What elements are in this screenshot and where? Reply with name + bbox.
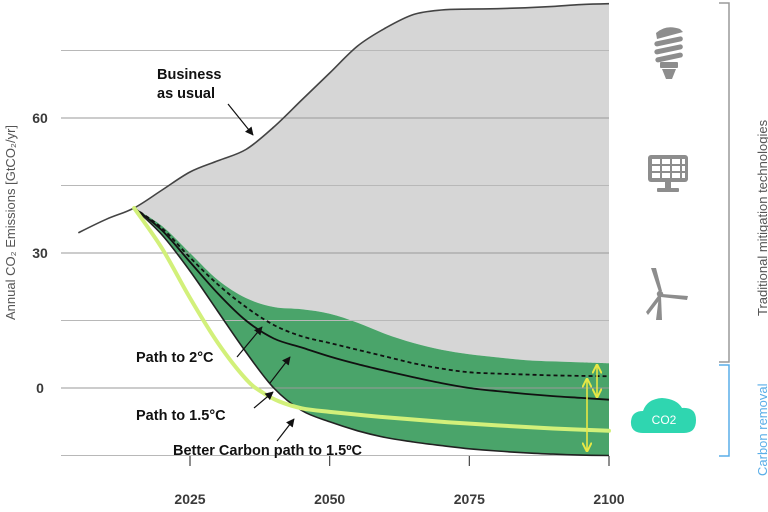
bau-area [134, 4, 609, 364]
y-tick-label-60: 60 [32, 110, 48, 126]
cloud-icon: CO2 [631, 398, 696, 433]
solar-panel-icon [648, 155, 688, 192]
label-carbon-removal: Carbon removal [755, 383, 768, 476]
bracket-carbon-removal [719, 365, 729, 456]
y-tick-label-0: 0 [36, 380, 44, 396]
cloud-badge-label: CO2 [652, 413, 677, 427]
arrow-better-carbon [277, 419, 294, 441]
y-tick-label-30: 30 [32, 245, 48, 261]
lightbulb-icon [654, 27, 683, 79]
annotation-2c: Path to 2°C [136, 350, 214, 366]
annotation-better-carbon: Better Carbon path to 1.5ºC [173, 443, 363, 459]
label-traditional-mitigation: Traditional mitigation technologies [755, 119, 768, 316]
x-tick-label-2050: 2050 [314, 491, 345, 507]
y-axis-label: Annual CO₂ Emissions [GtCO₂/yr] [3, 125, 18, 320]
annotation-bau-line2: as usual [157, 86, 215, 102]
arrow-bau [228, 104, 253, 135]
bracket-traditional [719, 3, 729, 362]
annotation-15c: Path to 1.5°C [136, 408, 226, 424]
annotation-bau-line1: Business [157, 67, 221, 83]
x-tick-label-2075: 2075 [454, 491, 485, 507]
x-tick-label-2100: 2100 [593, 491, 624, 507]
wind-turbine-icon [646, 268, 688, 320]
x-tick-label-2025: 2025 [174, 491, 205, 507]
